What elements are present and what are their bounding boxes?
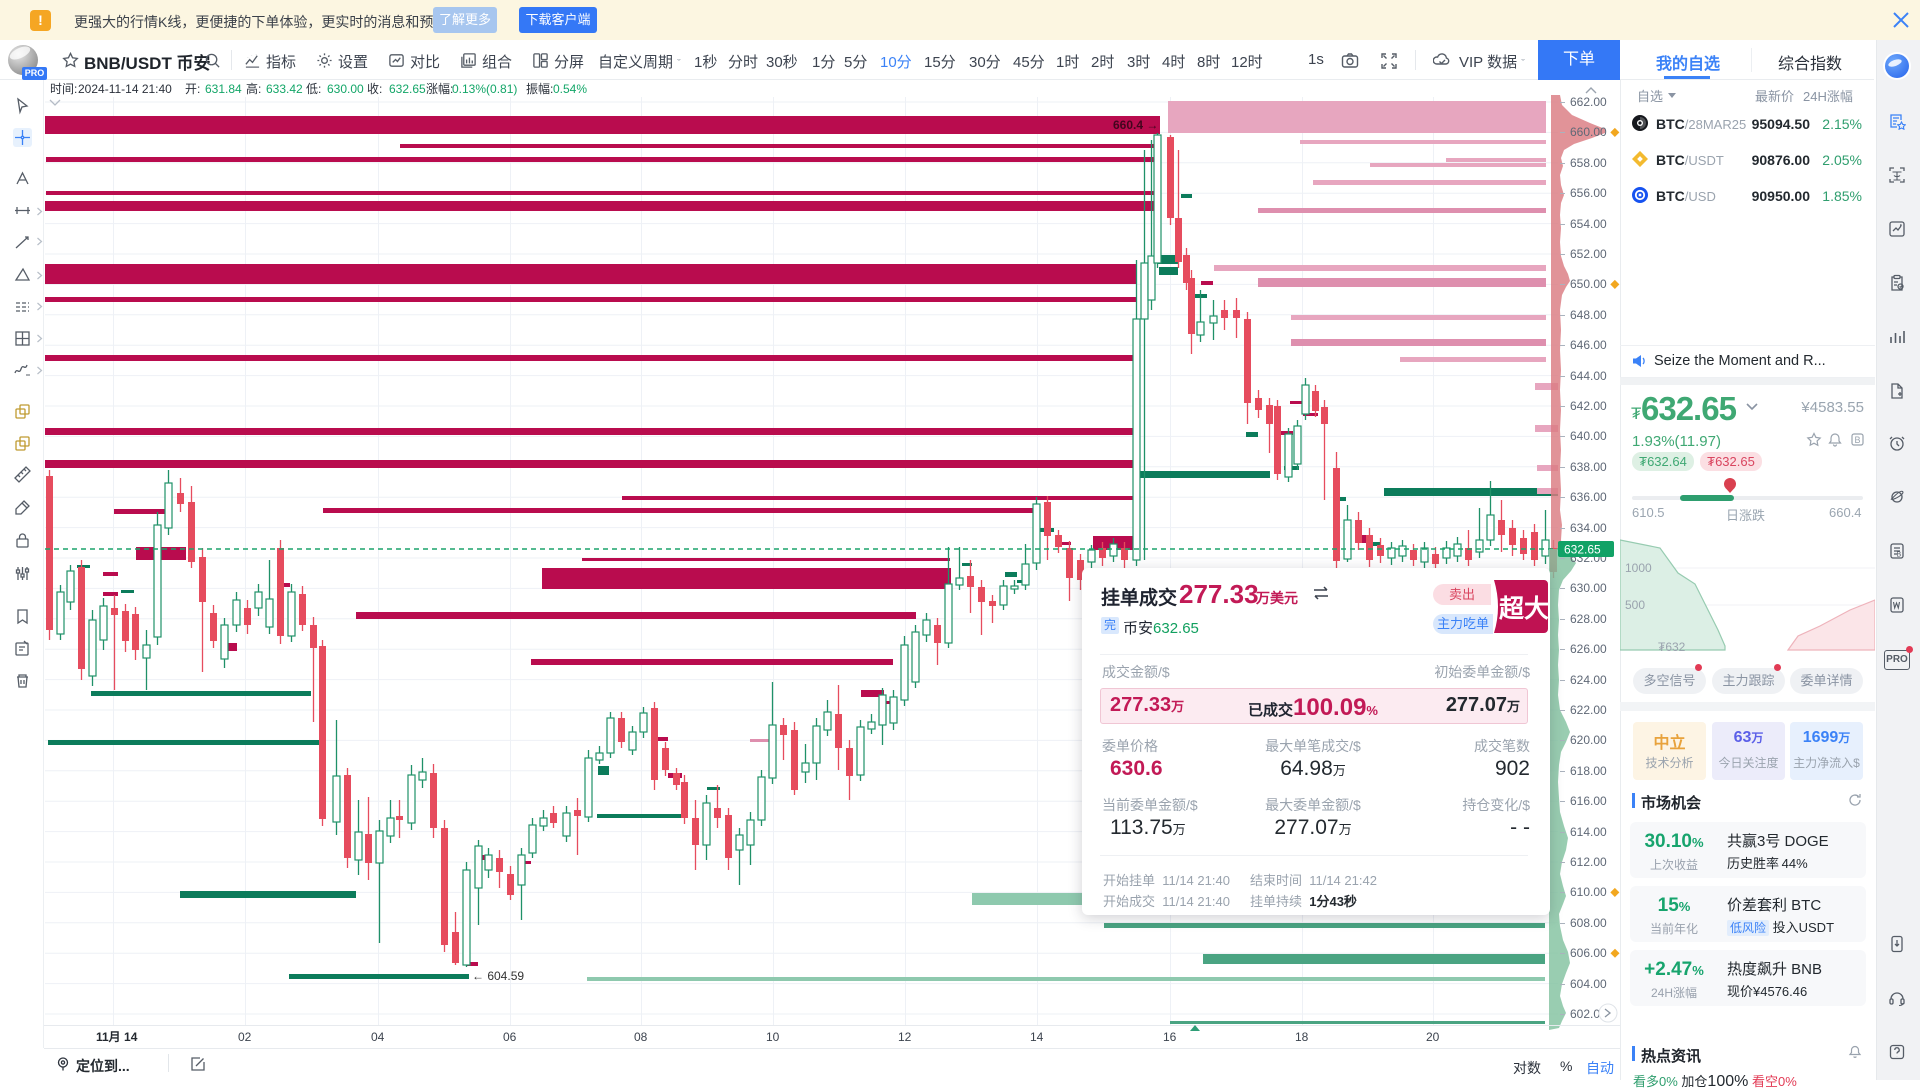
svg-text:1000: 1000 — [1625, 561, 1652, 575]
svg-text:626.00: 626.00 — [1570, 642, 1607, 656]
svg-text:606.00: 606.00 — [1570, 946, 1607, 960]
svg-text:高:: 高: — [246, 81, 261, 96]
svg-text:658.00: 658.00 — [1570, 156, 1607, 170]
svg-text:640.00: 640.00 — [1570, 429, 1607, 443]
svg-text:608.00: 608.00 — [1570, 916, 1607, 930]
svg-text:624.00: 624.00 — [1570, 673, 1607, 687]
svg-text:654.00: 654.00 — [1570, 217, 1607, 231]
svg-text:04: 04 — [371, 1030, 385, 1044]
svg-text:0.13%(0.81): 0.13%(0.81) — [452, 82, 517, 96]
svg-text:660.00: 660.00 — [1570, 125, 1607, 139]
svg-text:610.00: 610.00 — [1570, 885, 1607, 899]
svg-text:656.00: 656.00 — [1570, 186, 1607, 200]
svg-text:620.00: 620.00 — [1570, 733, 1607, 747]
svg-text:632.65: 632.65 — [1564, 543, 1601, 557]
svg-text:B: B — [1897, 552, 1902, 559]
svg-text:604.00: 604.00 — [1570, 977, 1607, 991]
svg-text:02: 02 — [238, 1030, 252, 1044]
svg-text:662.00: 662.00 — [1570, 95, 1607, 109]
svg-text:10: 10 — [766, 1030, 780, 1044]
svg-text:642.00: 642.00 — [1570, 399, 1607, 413]
svg-text:630.00: 630.00 — [327, 82, 364, 96]
svg-text:时间:: 时间: — [50, 82, 77, 96]
svg-text:660.4 →: 660.4 → — [1113, 118, 1158, 132]
svg-text:06: 06 — [503, 1030, 517, 1044]
svg-text:开:: 开: — [185, 82, 200, 96]
svg-text:636.00: 636.00 — [1570, 490, 1607, 504]
svg-text:低:: 低: — [306, 82, 321, 96]
svg-text:648.00: 648.00 — [1570, 308, 1607, 322]
svg-text:20: 20 — [1426, 1030, 1440, 1044]
svg-text:500: 500 — [1625, 598, 1645, 612]
svg-text:602.00: 602.00 — [1570, 1007, 1607, 1021]
svg-text:振幅:: 振幅: — [526, 81, 553, 96]
svg-text:650.00: 650.00 — [1570, 277, 1607, 291]
svg-text:12: 12 — [898, 1030, 912, 1044]
svg-text:11月 14: 11月 14 — [96, 1030, 138, 1044]
svg-text:612.00: 612.00 — [1570, 855, 1607, 869]
svg-text:622.00: 622.00 — [1570, 703, 1607, 717]
svg-text:633.42: 633.42 — [266, 82, 303, 96]
svg-text:646.00: 646.00 — [1570, 338, 1607, 352]
svg-text:652.00: 652.00 — [1570, 247, 1607, 261]
svg-text:628.00: 628.00 — [1570, 612, 1607, 626]
svg-text:618.00: 618.00 — [1570, 764, 1607, 778]
svg-text:₮632: ₮632 — [1658, 640, 1686, 654]
svg-text:14: 14 — [1030, 1030, 1044, 1044]
svg-text:08: 08 — [634, 1030, 648, 1044]
svg-text:18: 18 — [1295, 1030, 1309, 1044]
svg-text:超大: 超大 — [1499, 594, 1549, 623]
svg-text:630.00: 630.00 — [1570, 581, 1607, 595]
svg-text:631.84: 631.84 — [205, 82, 242, 96]
svg-text:涨幅:: 涨幅: — [426, 81, 453, 96]
svg-text:616.00: 616.00 — [1570, 794, 1607, 808]
svg-text:614.00: 614.00 — [1570, 825, 1607, 839]
svg-text:0.54%: 0.54% — [553, 82, 587, 96]
svg-text:收:: 收: — [367, 82, 382, 96]
svg-text:634.00: 634.00 — [1570, 521, 1607, 535]
svg-text:638.00: 638.00 — [1570, 460, 1607, 474]
svg-text:2024-11-14 21:40: 2024-11-14 21:40 — [78, 82, 172, 96]
svg-text:632.65: 632.65 — [389, 82, 426, 96]
svg-text:16: 16 — [1163, 1030, 1177, 1044]
svg-text:← 604.59: ← 604.59 — [472, 969, 524, 983]
svg-text:B: B — [1855, 435, 1861, 445]
svg-text:644.00: 644.00 — [1570, 369, 1607, 383]
